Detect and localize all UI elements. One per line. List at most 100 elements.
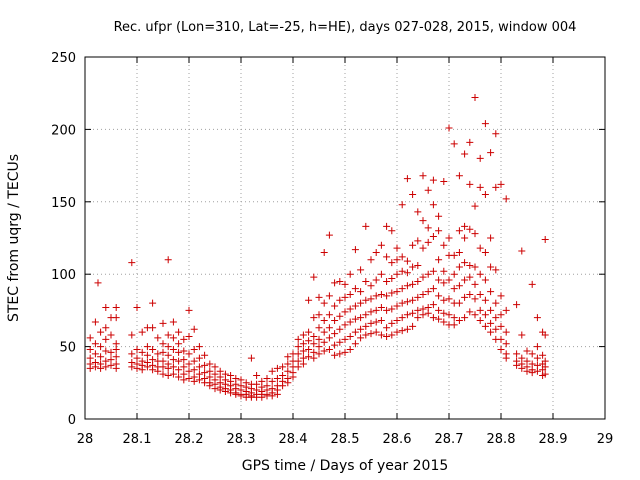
data-point xyxy=(341,348,349,356)
data-point xyxy=(429,301,437,309)
data-point xyxy=(424,309,432,317)
data-point xyxy=(154,350,162,358)
x-tick-label: 28.1 xyxy=(123,432,152,447)
data-point xyxy=(128,259,136,267)
x-tick-label: 28.2 xyxy=(175,432,204,447)
data-point xyxy=(424,186,432,194)
data-point xyxy=(403,175,411,183)
data-point xyxy=(320,248,328,256)
data-point xyxy=(409,191,417,199)
data-point xyxy=(492,325,500,333)
data-point xyxy=(435,306,443,314)
data-point xyxy=(86,364,94,372)
data-point xyxy=(414,277,422,285)
data-point xyxy=(362,311,370,319)
data-point xyxy=(305,337,313,345)
data-point xyxy=(149,324,157,332)
data-point xyxy=(112,314,120,322)
data-point xyxy=(211,385,219,393)
data-point xyxy=(346,345,354,353)
data-point xyxy=(388,319,396,327)
data-point xyxy=(102,324,110,332)
data-point xyxy=(388,331,396,339)
x-tick-label: 28.4 xyxy=(279,432,308,447)
data-point xyxy=(502,195,510,203)
data-point xyxy=(159,348,167,356)
data-point xyxy=(164,372,172,380)
data-point xyxy=(383,332,391,340)
data-point xyxy=(341,293,349,301)
x-tick-label: 28.5 xyxy=(331,432,360,447)
data-point xyxy=(341,280,349,288)
data-point xyxy=(497,335,505,343)
data-point xyxy=(502,306,510,314)
data-point xyxy=(372,318,380,326)
data-point xyxy=(398,285,406,293)
data-point xyxy=(320,299,328,307)
data-point xyxy=(164,364,172,372)
data-point xyxy=(305,345,313,353)
data-point xyxy=(336,296,344,304)
data-point xyxy=(541,235,549,243)
data-point xyxy=(518,364,526,372)
data-point xyxy=(351,246,359,254)
data-point xyxy=(481,191,489,199)
data-point xyxy=(440,178,448,186)
data-point xyxy=(424,270,432,278)
data-point xyxy=(180,356,188,364)
data-point xyxy=(471,280,479,288)
data-point xyxy=(533,354,541,362)
data-point xyxy=(497,292,505,300)
data-point xyxy=(481,311,489,319)
data-point xyxy=(429,201,437,209)
data-point xyxy=(487,263,495,271)
data-point xyxy=(372,248,380,256)
x-tick-label: 28.9 xyxy=(539,432,568,447)
data-point xyxy=(435,227,443,235)
data-point xyxy=(159,363,167,371)
data-point xyxy=(294,363,302,371)
data-point xyxy=(169,370,177,378)
data-point xyxy=(445,234,453,242)
data-point xyxy=(523,367,531,375)
data-point xyxy=(455,263,463,271)
data-point xyxy=(143,351,151,359)
data-point xyxy=(91,350,99,358)
data-point xyxy=(102,304,110,312)
data-point xyxy=(273,374,281,382)
data-point xyxy=(429,267,437,275)
data-point xyxy=(513,361,521,369)
data-point xyxy=(180,376,188,384)
data-point xyxy=(372,276,380,284)
data-point xyxy=(138,348,146,356)
data-point xyxy=(455,172,463,180)
data-point xyxy=(383,253,391,261)
data-point xyxy=(336,312,344,320)
data-point xyxy=(128,331,136,339)
data-point xyxy=(164,331,172,339)
data-point xyxy=(487,149,495,157)
data-point xyxy=(409,241,417,249)
data-point xyxy=(336,325,344,333)
data-point xyxy=(315,324,323,332)
data-point xyxy=(492,299,500,307)
data-point xyxy=(305,328,313,336)
data-point xyxy=(175,340,183,348)
data-point xyxy=(513,301,521,309)
data-point xyxy=(377,241,385,249)
data-point xyxy=(91,363,99,371)
data-point xyxy=(138,366,146,374)
data-point xyxy=(362,277,370,285)
data-point xyxy=(429,314,437,322)
data-point xyxy=(471,202,479,210)
data-point xyxy=(367,282,375,290)
data-point xyxy=(128,363,136,371)
data-point xyxy=(497,311,505,319)
data-point xyxy=(211,363,219,371)
data-point xyxy=(185,360,193,368)
data-point xyxy=(315,293,323,301)
data-point xyxy=(175,373,183,381)
data-point xyxy=(195,363,203,371)
data-point xyxy=(331,341,339,349)
data-point xyxy=(445,124,453,132)
